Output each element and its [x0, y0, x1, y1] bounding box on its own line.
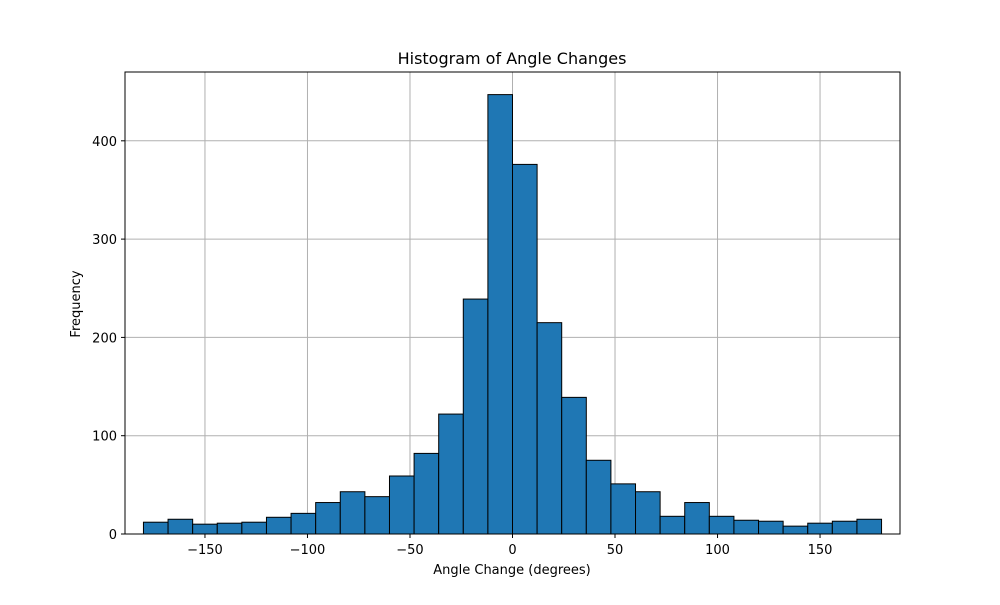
x-tick-label: −150 — [187, 543, 223, 558]
x-tick-label: −100 — [290, 543, 326, 558]
histogram-bar — [512, 163, 538, 535]
histogram-bar — [561, 396, 587, 535]
histogram-bar — [733, 519, 760, 535]
histogram-bar — [364, 496, 390, 535]
axis-ticks: −150 −100 −50 0 50 100 150 0 100 200 300 400 — [92, 135, 832, 558]
histogram-bar — [438, 413, 464, 535]
histogram-bar — [192, 523, 218, 535]
x-tick-label: 100 — [705, 543, 730, 558]
histogram-bar — [216, 522, 243, 535]
histogram-bars — [142, 94, 883, 535]
histogram-bar — [290, 512, 317, 535]
histogram-bar — [487, 94, 513, 535]
x-tick-label: 0 — [508, 543, 516, 558]
histogram-bar — [782, 525, 809, 535]
histogram-bar — [758, 520, 784, 535]
y-tick-label: 200 — [92, 331, 117, 346]
histogram-bar — [536, 322, 563, 535]
histogram-bar — [413, 452, 440, 535]
y-tick-label: 100 — [92, 430, 117, 445]
y-axis-label: Frequency — [69, 270, 84, 337]
histogram-bar — [856, 518, 883, 535]
histogram-bar — [142, 521, 169, 535]
histogram-bar — [708, 515, 735, 535]
chart-title: Histogram of Angle Changes — [398, 49, 627, 68]
y-tick-label: 300 — [92, 233, 117, 248]
x-tick-label: 50 — [607, 543, 624, 558]
histogram-bar — [585, 459, 612, 535]
histogram-bar — [462, 298, 489, 535]
histogram-bar — [241, 521, 267, 535]
histogram-bar — [659, 515, 686, 535]
histogram-bar — [315, 502, 341, 535]
x-axis-label: Angle Change (degrees) — [433, 563, 591, 578]
histogram-bar — [339, 491, 366, 535]
histogram-bar — [610, 483, 637, 535]
histogram-bar — [167, 518, 194, 535]
histogram-bar — [684, 502, 710, 535]
histogram-bar — [265, 516, 292, 535]
x-tick-label: −50 — [396, 543, 423, 558]
histogram-bar — [831, 520, 858, 535]
y-tick-label: 400 — [92, 135, 117, 150]
y-tick-label: 0 — [109, 528, 117, 543]
x-tick-label: 150 — [808, 543, 833, 558]
histogram-bar — [807, 522, 833, 535]
histogram-bar — [635, 491, 661, 535]
histogram-bar — [388, 475, 415, 535]
